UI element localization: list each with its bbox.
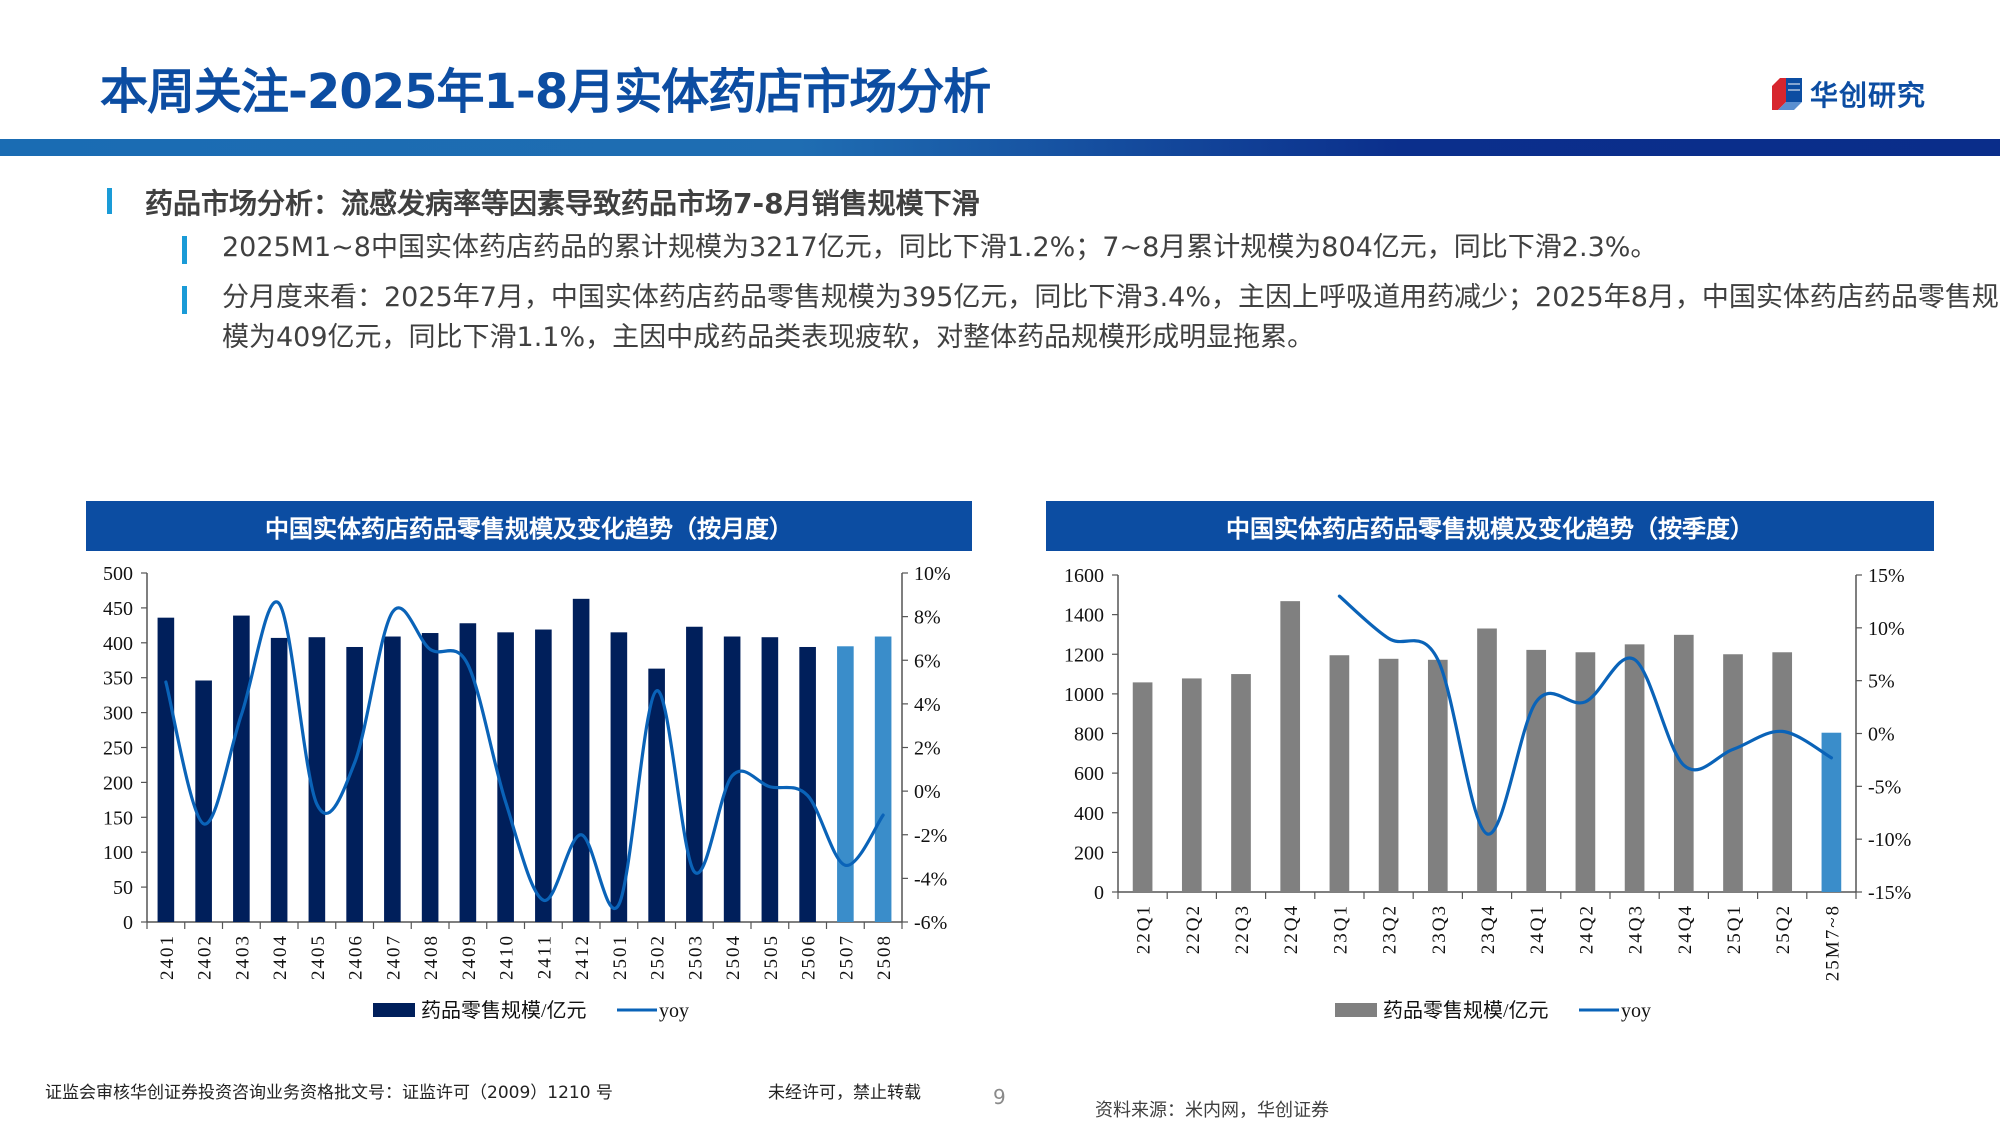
- svg-text:24Q4: 24Q4: [1675, 904, 1696, 954]
- svg-text:1000: 1000: [1064, 684, 1104, 706]
- svg-text:2411: 2411: [534, 934, 555, 979]
- svg-text:-4%: -4%: [914, 868, 947, 890]
- quarterly-chart-title: 中国实体药店药品零售规模及变化趋势（按季度）: [1046, 501, 1934, 551]
- svg-text:5%: 5%: [1868, 671, 1895, 693]
- svg-text:1400: 1400: [1064, 605, 1104, 627]
- svg-text:600: 600: [1074, 763, 1104, 785]
- svg-text:yoy: yoy: [1621, 1000, 1651, 1022]
- svg-text:2407: 2407: [383, 934, 404, 980]
- data-source: 资料来源：米内网，华创证券: [1095, 1100, 1329, 1121]
- company-logo: 华创研究: [1772, 74, 1926, 114]
- svg-text:22Q4: 22Q4: [1281, 904, 1302, 954]
- svg-text:1200: 1200: [1064, 644, 1104, 666]
- svg-text:150: 150: [103, 807, 133, 829]
- svg-text:50: 50: [113, 877, 133, 899]
- svg-text:0: 0: [1094, 882, 1104, 904]
- svg-text:2506: 2506: [799, 934, 820, 980]
- svg-text:800: 800: [1074, 724, 1104, 746]
- svg-text:2508: 2508: [874, 934, 895, 980]
- svg-text:2%: 2%: [914, 738, 941, 760]
- svg-text:2507: 2507: [836, 934, 857, 980]
- svg-text:22Q1: 22Q1: [1134, 904, 1155, 954]
- svg-text:2409: 2409: [459, 934, 480, 980]
- svg-text:200: 200: [1074, 842, 1104, 864]
- svg-text:2412: 2412: [572, 934, 593, 980]
- svg-text:450: 450: [103, 598, 133, 620]
- bullet-text-cumulative: 2025M1~8中国实体药店药品的累计规模为3217亿元，同比下滑1.2%；7~…: [222, 232, 1658, 263]
- svg-text:23Q3: 23Q3: [1429, 904, 1450, 954]
- license-notice: 证监会审核华创证券投资咨询业务资格批文号：证监许可（2009）1210 号: [45, 1083, 613, 1103]
- svg-text:2502: 2502: [648, 934, 669, 980]
- page-number: 9: [993, 1085, 1006, 1109]
- monthly-chart-title: 中国实体药店药品零售规模及变化趋势（按月度）: [86, 501, 972, 551]
- svg-text:-6%: -6%: [914, 912, 947, 934]
- svg-text:23Q1: 23Q1: [1330, 904, 1351, 954]
- svg-text:1600: 1600: [1064, 565, 1104, 587]
- section-heading: 药品市场分析：流感发病率等因素导致药品市场7-8月销售规模下滑: [145, 187, 980, 220]
- svg-text:23Q2: 23Q2: [1380, 904, 1401, 954]
- svg-text:-5%: -5%: [1868, 776, 1901, 798]
- svg-text:-2%: -2%: [914, 825, 947, 847]
- svg-text:-15%: -15%: [1868, 882, 1911, 904]
- heading-marker: [107, 188, 112, 214]
- svg-text:0: 0: [123, 912, 133, 934]
- svg-text:0%: 0%: [1868, 724, 1895, 746]
- copyright-notice: 未经许可，禁止转载: [768, 1083, 921, 1103]
- svg-text:4%: 4%: [914, 694, 941, 716]
- svg-text:24Q3: 24Q3: [1626, 904, 1647, 954]
- svg-text:6%: 6%: [914, 650, 941, 672]
- svg-text:24Q1: 24Q1: [1527, 904, 1548, 954]
- svg-text:-10%: -10%: [1868, 829, 1911, 851]
- bullet-marker: [182, 286, 187, 314]
- svg-text:200: 200: [103, 772, 133, 794]
- svg-text:2405: 2405: [308, 934, 329, 980]
- quarterly-chart-plot: 0 200 400 600 800 1000 1200 1400 1600 -15% -10% -5%…: [1064, 565, 1911, 1022]
- monthly-chart-plot: 0 50 100 150 200 250 300 350 400 450 500 -6% -4% -2% 0…: [103, 563, 951, 1022]
- svg-text:8%: 8%: [914, 607, 941, 629]
- svg-text:25Q2: 25Q2: [1773, 904, 1794, 954]
- svg-text:药品零售规模/亿元: 药品零售规模/亿元: [421, 999, 587, 1022]
- svg-text:15%: 15%: [1868, 565, 1905, 587]
- bullet-text-monthly: 分月度来看：2025年7月，中国实体药店药品零售规模为395亿元，同比下滑3.4…: [222, 282, 1999, 353]
- svg-text:2403: 2403: [232, 934, 253, 980]
- logo-text: 华创研究: [1810, 79, 1927, 112]
- bullet-marker: [182, 236, 187, 264]
- svg-text:25Q1: 25Q1: [1724, 904, 1745, 954]
- svg-text:2504: 2504: [723, 934, 744, 980]
- svg-text:2505: 2505: [761, 934, 782, 980]
- svg-text:25M7~8: 25M7~8: [1822, 904, 1843, 981]
- svg-text:23Q4: 23Q4: [1478, 904, 1499, 954]
- svg-text:2410: 2410: [497, 934, 518, 980]
- svg-text:0%: 0%: [914, 781, 941, 803]
- page-title: 本周关注-2025年1-8月实体药店市场分析: [100, 64, 991, 120]
- svg-text:2404: 2404: [270, 934, 291, 980]
- svg-text:24Q2: 24Q2: [1576, 904, 1597, 954]
- svg-text:300: 300: [103, 703, 133, 725]
- quarterly-chart: 中国实体药店药品零售规模及变化趋势（按季度） 0 200 400 600 800 1000…: [1046, 501, 1934, 1041]
- svg-text:2406: 2406: [346, 934, 367, 980]
- svg-text:350: 350: [103, 668, 133, 690]
- svg-text:2401: 2401: [157, 934, 178, 980]
- logo-cube-icon: [1772, 78, 1802, 110]
- svg-text:yoy: yoy: [659, 1000, 689, 1022]
- svg-text:药品零售规模/亿元: 药品零售规模/亿元: [1383, 999, 1549, 1022]
- svg-text:22Q2: 22Q2: [1183, 904, 1204, 954]
- svg-text:250: 250: [103, 738, 133, 760]
- svg-text:22Q3: 22Q3: [1232, 904, 1253, 954]
- header-divider-band: [0, 139, 2000, 156]
- svg-text:10%: 10%: [914, 563, 951, 585]
- svg-text:2402: 2402: [195, 934, 216, 980]
- svg-text:400: 400: [1074, 803, 1104, 825]
- svg-text:2408: 2408: [421, 934, 442, 980]
- svg-text:10%: 10%: [1868, 618, 1905, 640]
- svg-text:2503: 2503: [685, 934, 706, 980]
- svg-text:500: 500: [103, 563, 133, 585]
- svg-text:100: 100: [103, 842, 133, 864]
- svg-text:2501: 2501: [610, 934, 631, 980]
- monthly-chart: 中国实体药店药品零售规模及变化趋势（按月度） 0 50 100 150 200 250 30…: [86, 501, 972, 1041]
- svg-text:400: 400: [103, 633, 133, 655]
